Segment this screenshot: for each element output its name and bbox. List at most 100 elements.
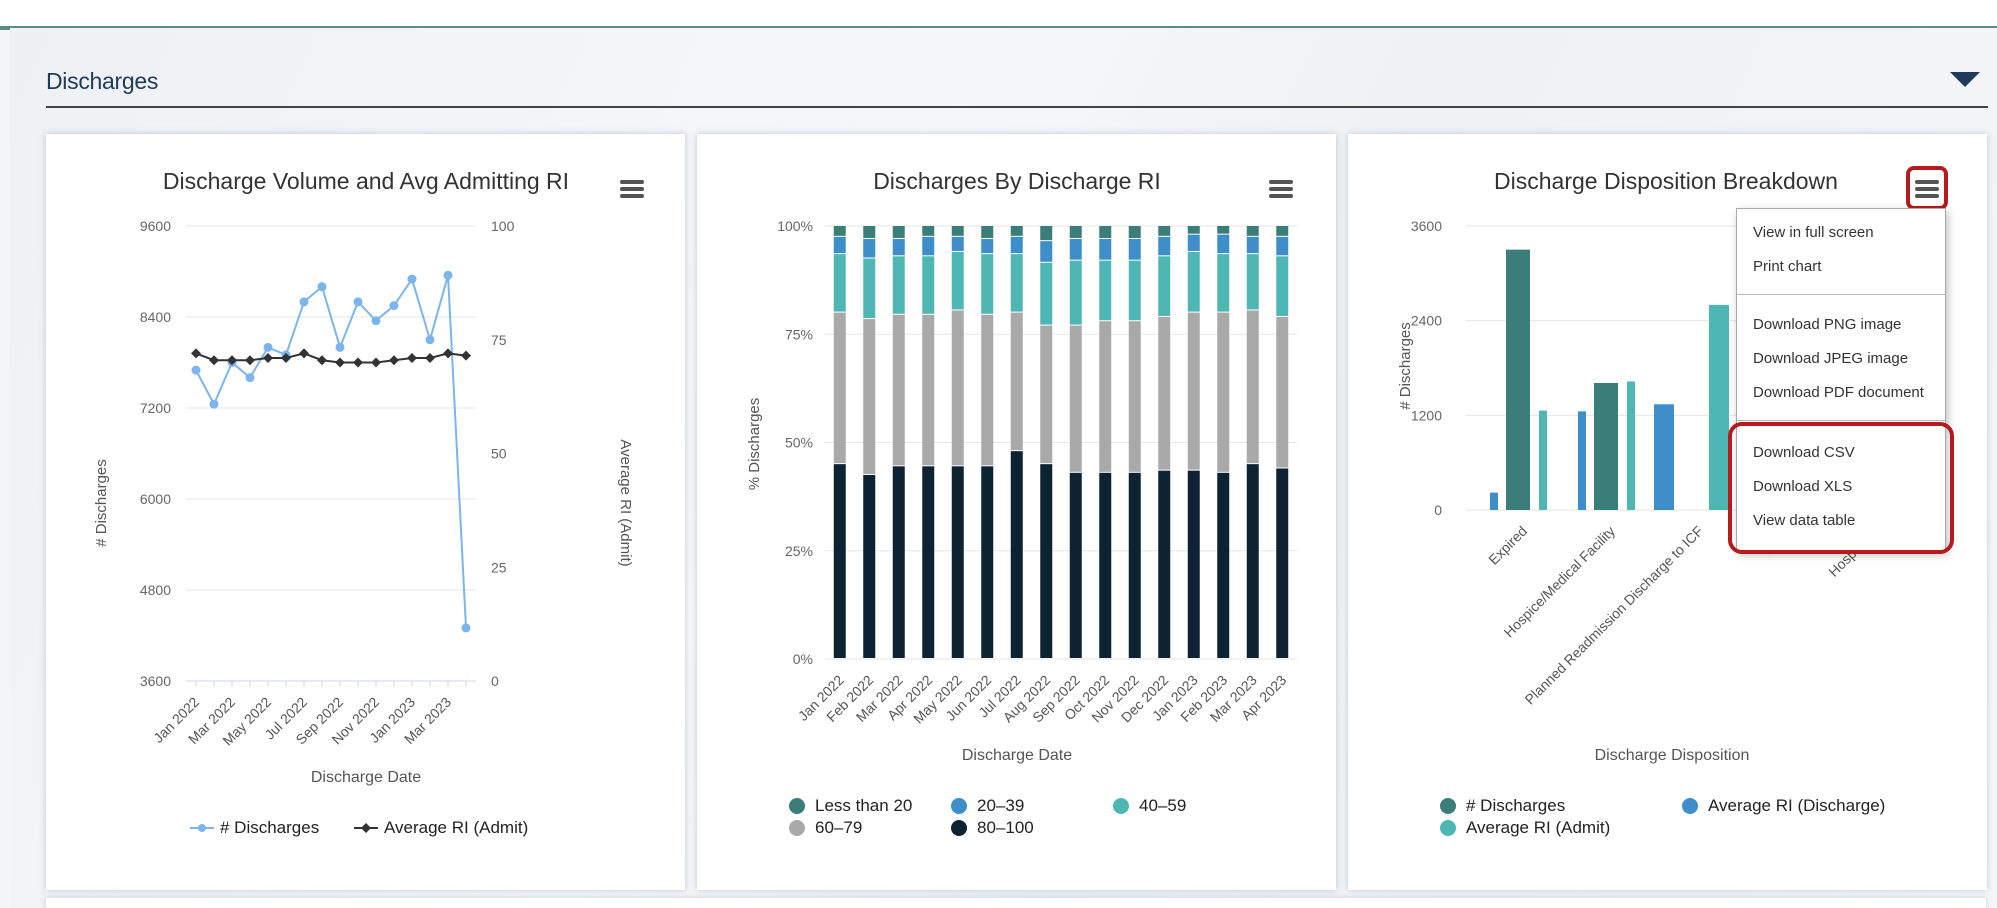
chart-context-menu: View in full screen Print chart Download…: [1736, 208, 1946, 552]
bar-segment: [1187, 234, 1200, 251]
y-tick-label-right: 100: [491, 218, 515, 234]
bar-segment: [833, 226, 846, 236]
bar-segment: [1187, 312, 1200, 470]
menu-item-view-data-table[interactable]: View data table: [1753, 512, 1856, 529]
bar-segment: [1040, 325, 1053, 464]
bar-segment: [1158, 236, 1171, 256]
chart-menu-button[interactable]: [616, 176, 646, 204]
next-card-edge: [46, 898, 1986, 908]
bar-segment: [1040, 464, 1053, 658]
y-tick-label: 3600: [1411, 218, 1442, 234]
chart-menu-button[interactable]: [1265, 176, 1295, 204]
legend-item-80-100[interactable]: 80–100: [951, 818, 1034, 838]
data-point-avg-ri: [191, 348, 201, 359]
menu-item-download-csv[interactable]: Download CSV: [1753, 444, 1855, 461]
legend-item-avg-ri[interactable]: Average RI (Admit): [354, 818, 528, 838]
y-axis-label: # Discharges: [1397, 322, 1414, 410]
menu-icon-line: [1915, 187, 1939, 191]
bar-segment: [1276, 236, 1289, 256]
bar-segment: [863, 474, 876, 658]
x-tick-label: Expired: [1485, 523, 1530, 568]
bar-segment: [1010, 236, 1023, 254]
bar-segment: [1187, 251, 1200, 312]
legend-item-20-39[interactable]: 20–39: [951, 796, 1024, 816]
legend-label: Less than 20: [815, 796, 913, 815]
bar-segment: [892, 466, 905, 658]
data-point-avg-ri: [335, 357, 345, 368]
chart-title: Discharge Disposition Breakdown: [1494, 168, 1838, 194]
legend-label: 40–59: [1139, 796, 1187, 815]
legend-dot: [951, 798, 967, 814]
legend-item-discharges[interactable]: # Discharges: [1440, 796, 1565, 816]
data-point-avg-ri: [281, 352, 291, 363]
data-point-discharges: [461, 623, 471, 633]
bar-segment: [951, 226, 964, 236]
data-point-discharges: [317, 282, 327, 292]
legend-item-avg-ri-admit[interactable]: Average RI (Admit): [1440, 818, 1610, 838]
bar-segment: [951, 251, 964, 310]
bar: [1594, 382, 1618, 510]
bar: [1506, 249, 1530, 510]
bar: [1578, 411, 1586, 510]
data-point-discharges: [371, 316, 381, 326]
legend-dot: [1440, 798, 1456, 814]
bar-segment: [1069, 226, 1082, 238]
data-point-discharges: [389, 301, 399, 311]
legend-item-40-59[interactable]: 40–59: [1113, 796, 1186, 816]
data-point-avg-ri: [317, 355, 327, 366]
menu-item-download-xls[interactable]: Download XLS: [1753, 478, 1853, 495]
bar-segment: [1187, 226, 1200, 234]
bar: [1709, 304, 1729, 510]
legend-line-marker: [190, 824, 214, 832]
legend-item-avg-ri-discharge[interactable]: Average RI (Discharge): [1682, 796, 1885, 816]
menu-icon-line: [620, 194, 644, 198]
menu-icon-line: [1269, 180, 1293, 184]
bar-segment: [951, 310, 964, 466]
legend-item-less-than-20[interactable]: Less than 20: [789, 796, 912, 816]
bar-segment: [833, 236, 846, 254]
collapse-arrow-icon[interactable]: [1950, 72, 1980, 87]
data-point-avg-ri: [245, 355, 255, 366]
menu-icon-line: [620, 180, 644, 184]
x-axis-label: Discharge Date: [311, 769, 421, 786]
y-axis-label-right: Average RI (Admit): [617, 439, 634, 566]
menu-item-view-full-screen[interactable]: View in full screen: [1753, 224, 1874, 241]
bar-segment: [1128, 260, 1141, 321]
legend-label: # Discharges: [1466, 796, 1566, 815]
chart-menu-button-active[interactable]: [1906, 166, 1948, 210]
menu-item-print-chart[interactable]: Print chart: [1753, 258, 1822, 275]
data-point-avg-ri: [425, 352, 435, 363]
legend-item-discharges[interactable]: # Discharges: [190, 818, 319, 838]
legend-label: Average RI (Admit): [384, 818, 529, 837]
data-point-discharges: [443, 270, 453, 280]
bar-segment: [1099, 472, 1112, 658]
chart-legend: # Discharges Average RI (Discharge) Aver…: [1348, 796, 1987, 846]
y-tick-label: 75%: [785, 326, 813, 342]
chart-title: Discharges By Discharge RI: [873, 168, 1161, 194]
bar-segment: [922, 226, 935, 236]
data-point-avg-ri: [389, 355, 399, 366]
menu-item-download-jpeg[interactable]: Download JPEG image: [1753, 350, 1909, 367]
x-tick-label: Planned Readmission Discharge to ICF: [1521, 523, 1706, 708]
y-tick-label: 0: [1434, 502, 1442, 518]
section-header[interactable]: Discharges: [46, 62, 1988, 108]
y-tick-label-right: 25: [491, 559, 507, 575]
bar-segment: [1187, 470, 1200, 658]
bar-segment: [1099, 321, 1112, 472]
data-point-discharges: [209, 399, 219, 409]
y-tick-label: 25%: [785, 543, 813, 559]
data-point-avg-ri: [461, 350, 471, 361]
bar-chart-disposition: Discharge Disposition Breakdown # Discha…: [1397, 168, 1908, 764]
legend-item-60-79[interactable]: 60–79: [789, 818, 862, 838]
bar-segment: [1040, 262, 1053, 325]
menu-item-download-pdf[interactable]: Download PDF document: [1753, 384, 1924, 401]
menu-icon-line: [1269, 187, 1293, 191]
chart-legend: Less than 20 20–39 40–59 60–79 80–100: [697, 796, 1336, 846]
data-point-discharges: [353, 297, 363, 307]
legend-dot: [789, 820, 805, 836]
highlight-box: [1728, 422, 1954, 554]
y-tick-label: 50%: [785, 435, 813, 451]
y-tick-label: 0%: [793, 651, 813, 667]
bar-segment: [981, 254, 994, 314]
menu-item-download-png[interactable]: Download PNG image: [1753, 316, 1902, 333]
